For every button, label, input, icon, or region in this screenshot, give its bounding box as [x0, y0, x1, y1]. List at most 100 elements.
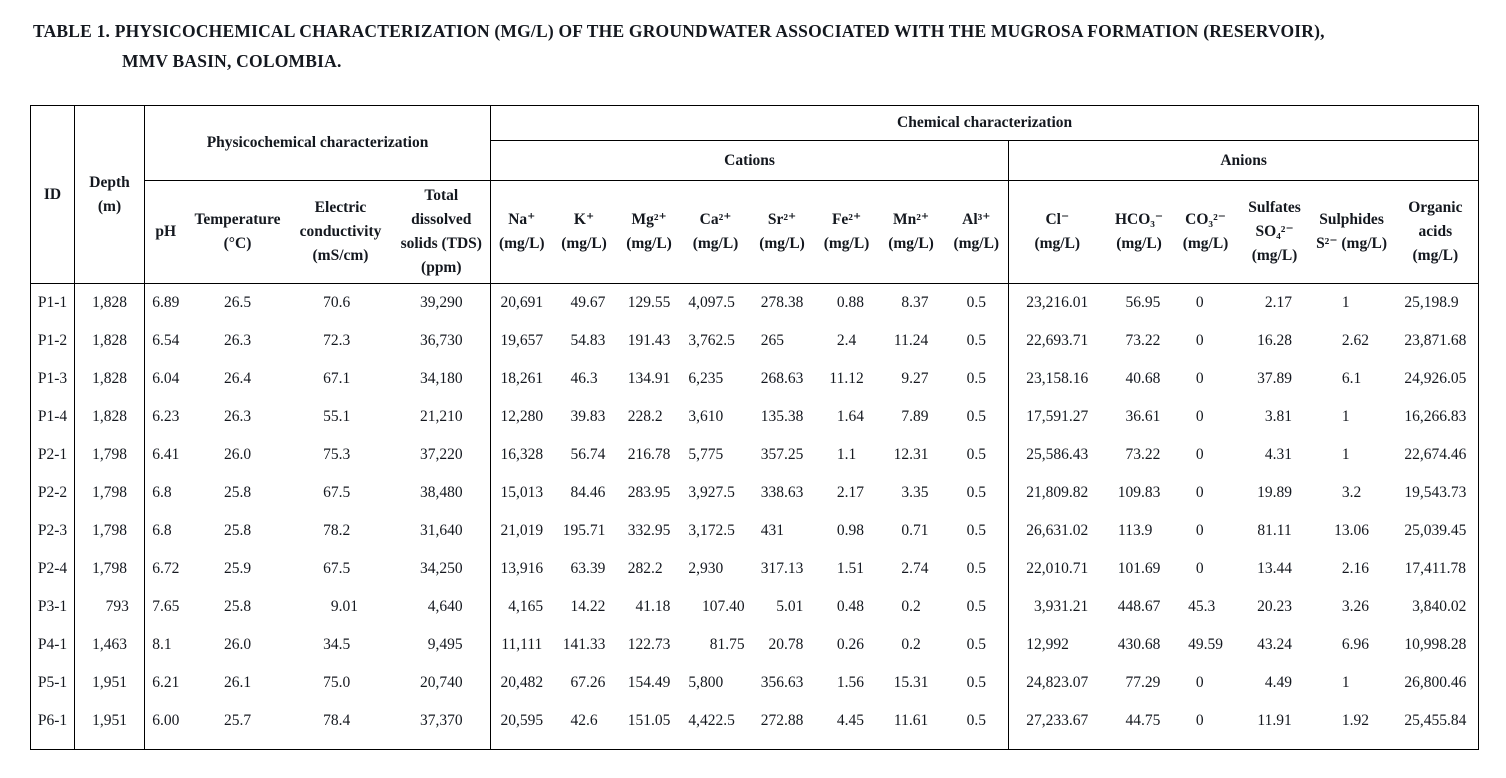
cell-depth: 1,828 [74, 283, 145, 322]
cell-conductivity: 34.50 [323, 636, 351, 653]
cell-k: 084.46 [570, 484, 606, 501]
cell-sulfates: 03.81 [1264, 408, 1292, 425]
cell-sulphides: 01.00 [1341, 446, 1350, 463]
col-header-k: K⁺ (mg/L) [552, 180, 616, 284]
cell-mn: 15.31 [893, 674, 929, 691]
cell-tds: 31,640 [419, 522, 463, 539]
cell-conductivity: 55.10 [323, 408, 351, 425]
cell-mg: 134.91 [627, 370, 671, 387]
cell-co3: 45.30 [1188, 598, 1216, 615]
cell-sr: 005.01 [776, 598, 804, 615]
cell-organic_acids: 25,198.90 [1404, 294, 1459, 311]
cell-mn: 12.31 [893, 446, 929, 463]
spacer-cell [553, 740, 616, 750]
cell-fe: 11.12 [829, 370, 864, 387]
cell-ca: 3,172.50 [688, 522, 735, 539]
cell-tds: 37,220 [419, 446, 463, 463]
cell-k: 056.74 [570, 446, 606, 463]
cell-k: 063.39 [570, 560, 606, 577]
cell-sr: 357.25 [760, 446, 804, 463]
cell-ca: 4,422.50 [688, 712, 735, 729]
spacer-cell [1393, 740, 1479, 750]
cell-sulfates: 04.49 [1264, 674, 1292, 691]
cell-k: 039.83 [570, 408, 606, 425]
cell-ca: 3,762.50 [688, 332, 735, 349]
cell-sulfates: 11.91 [1257, 712, 1292, 729]
col-header-al: Al³⁺ (mg/L) [944, 180, 1009, 284]
cell-sulphides: 01.00 [1341, 408, 1350, 425]
col-header-fe: Fe²⁺ (mg/L) [815, 180, 878, 284]
cell-sulphides: 01.92 [1341, 712, 1369, 729]
table-row: P3-1 007937.65 25.8 09.01 04,640 04,165 014.22… [31, 588, 1479, 626]
cell-sulphides: 01.00 [1341, 674, 1350, 691]
cell-temperature: 26.0 [223, 446, 252, 463]
cell-ph: 7.65 [144, 588, 187, 626]
row-id-cell: P3-1 [37, 598, 68, 615]
row-id-cell: P1-3 [37, 370, 68, 387]
cell-depth: 1,951 [74, 702, 145, 740]
cell-na: 18,261 [490, 360, 553, 398]
cell-cl: 26,631.02 [1008, 512, 1106, 550]
cell-conductivity: 75.30 [323, 446, 351, 463]
row-id-cell: P1-1 [37, 294, 68, 311]
cell-k: 054.83 [570, 332, 606, 349]
cell-cl: 12,992.00 [1008, 626, 1106, 664]
cell-depth: 1,828 [74, 322, 145, 360]
cell-ph: 6.00 [144, 702, 187, 740]
cell-tds: 21,210 [419, 408, 463, 425]
spacer-cell [1008, 740, 1106, 750]
cell-cl: 24,823.07 [1008, 664, 1106, 702]
cell-depth: 1,798 [74, 436, 145, 474]
spacer-cell [1239, 740, 1311, 750]
cell-cl: 22,693.71 [1008, 322, 1106, 360]
cell-na: 21,019 [490, 512, 553, 550]
cell-tds: 38,480 [419, 484, 463, 501]
cell-tds: 37,370 [419, 712, 463, 729]
cell-co3: 00.00 [1195, 446, 1204, 463]
spacer-cell [490, 740, 553, 750]
cell-al: 0.5 [966, 674, 986, 691]
cell-conductivity: 67.50 [323, 484, 351, 501]
cell-co3: 00.00 [1195, 484, 1204, 501]
cell-ph: 6.04 [144, 360, 187, 398]
cell-co3: 00.00 [1195, 712, 1204, 729]
spacer-cell [683, 740, 749, 750]
cell-organic_acids: 23,871.68 [1404, 332, 1467, 349]
cell-sr: 265.00 [760, 332, 784, 349]
cell-mg: 283.95 [627, 484, 671, 501]
cell-sulfates: 81.11 [1257, 522, 1292, 539]
col-header-depth: Depth (m) [74, 105, 145, 284]
col-header-organic-acids: Organic acids (mg/L) [1392, 180, 1479, 284]
cell-k: 049.67 [570, 294, 606, 311]
cell-na: 12,280 [490, 398, 553, 436]
cell-cl: 22,010.71 [1008, 550, 1106, 588]
spacer-cell [74, 740, 145, 750]
cell-temperature: 25.8 [223, 598, 252, 615]
cell-hco3: 073.22 [1125, 332, 1161, 349]
cell-mn: 00.71 [901, 522, 929, 539]
groundwater-table: ID Depth (m) Physicochemical characteriz… [30, 105, 1480, 750]
cell-mg: 216.78 [627, 446, 671, 463]
row-id-cell: P2-1 [37, 446, 68, 463]
cell-co3: 00.00 [1195, 560, 1204, 577]
col-header-sulphides: Sulphides S²⁻ (mg/L) [1310, 180, 1393, 284]
cell-temperature: 26.5 [223, 294, 252, 311]
cell-mg: 228.20 [627, 408, 663, 425]
cell-k: 067.26 [570, 674, 606, 691]
cell-al: 0.5 [966, 294, 986, 311]
cell-ca: 3,927.50 [688, 484, 735, 501]
cell-co3: 00.00 [1195, 522, 1204, 539]
cell-organic_acids: 19,543.73 [1404, 484, 1467, 501]
cell-organic_acids: 22,674.46 [1404, 446, 1467, 463]
spacer-cell [187, 740, 289, 750]
cell-sulfates: 13.44 [1257, 560, 1292, 577]
cell-mn: 02.74 [901, 560, 929, 577]
cell-organic_acids: 03,840.02 [1412, 598, 1467, 615]
cell-ph: 6.80 [144, 474, 187, 512]
cell-depth: 1,828 [74, 360, 145, 398]
spacer-cell [289, 740, 393, 750]
